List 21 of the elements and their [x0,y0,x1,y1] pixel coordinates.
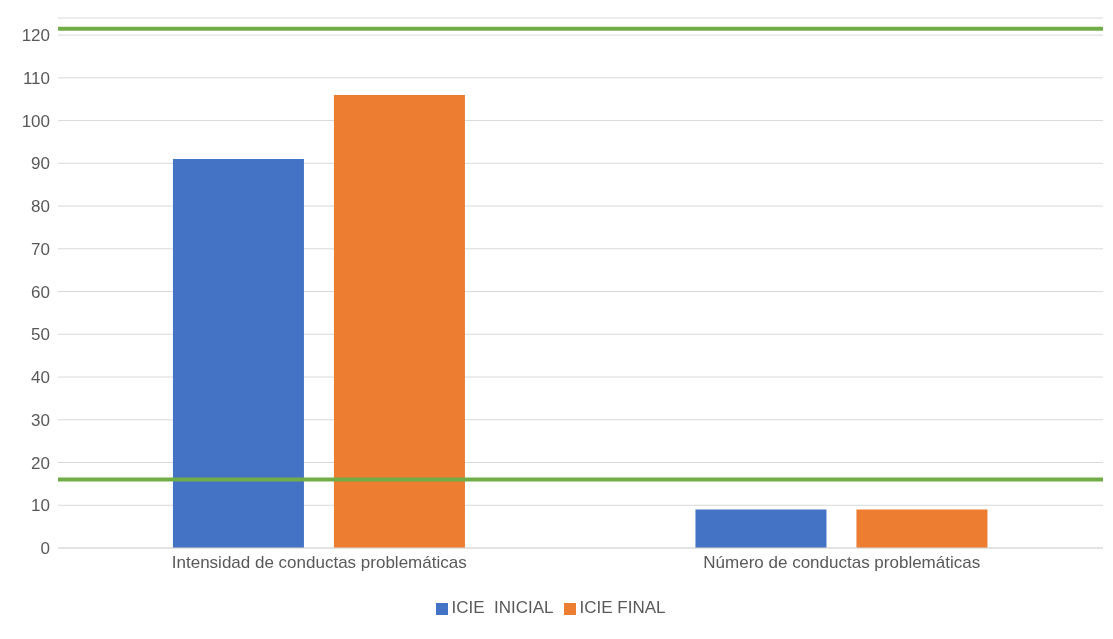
y-tick-label: 110 [22,68,50,88]
legend-label: ICIE INICIAL [451,598,554,617]
legend-label: ICIE FINAL [579,598,666,617]
y-tick-label: 120 [21,26,50,46]
x-tick-label: Número de conductas problemáticas [703,553,981,573]
bar [856,509,988,548]
y-tick-label: 90 [31,154,50,174]
y-tick-label: 100 [21,111,50,131]
y-tick-label: 40 [31,368,50,388]
y-tick-label: 80 [31,197,50,217]
y-tick-label: 30 [31,410,50,430]
y-tick-label: 70 [31,239,50,259]
y-tick-label: 60 [31,282,50,302]
y-tick-label: 10 [31,496,50,516]
bar [333,94,465,548]
y-tick-label: 20 [31,453,50,473]
y-tick-label: 50 [31,325,50,345]
bar [172,159,304,548]
y-tick-label: 0 [40,539,50,559]
x-tick-label: Intensidad de conductas problemáticas [171,553,467,573]
bar [695,509,827,548]
